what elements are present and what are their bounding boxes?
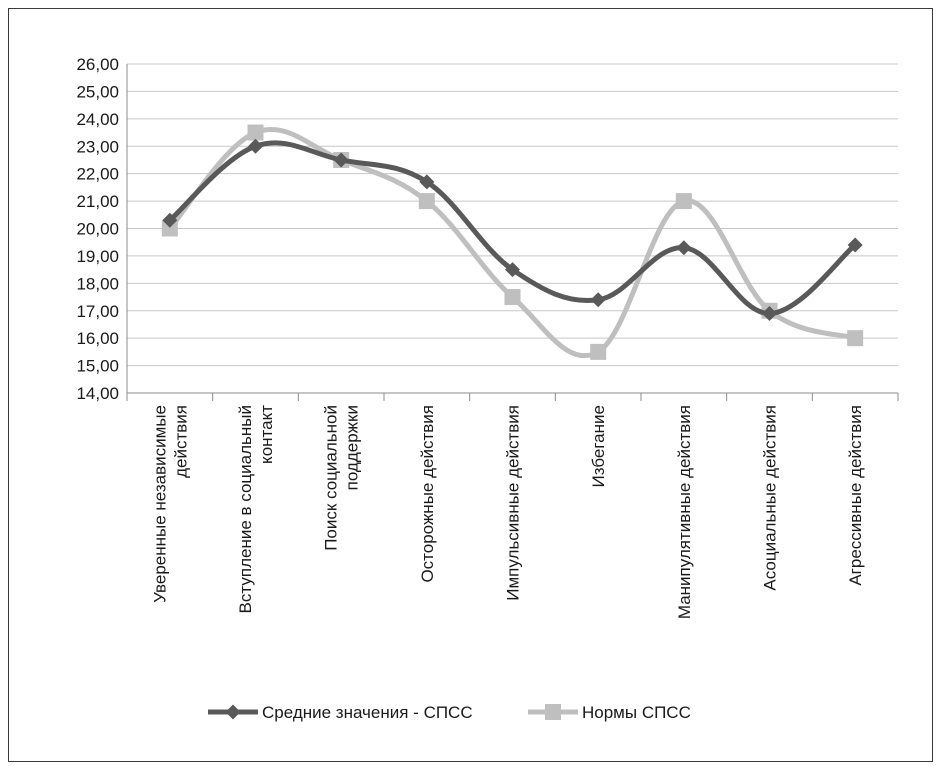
x-tick-label: Агрессивные действия xyxy=(846,405,865,586)
y-tick-label: 21,00 xyxy=(76,192,119,211)
y-tick-label: 25,00 xyxy=(76,82,119,101)
diamond-marker xyxy=(847,237,863,253)
y-tick-label: 23,00 xyxy=(76,137,119,156)
y-tick-label: 22,00 xyxy=(76,165,119,184)
x-tick-label: контакт xyxy=(257,405,276,464)
diamond-marker xyxy=(762,305,777,321)
diamond-marker xyxy=(248,138,263,154)
axes xyxy=(126,64,899,401)
legend-marker xyxy=(225,704,241,720)
series-group xyxy=(161,124,864,360)
y-tick-label: 26,00 xyxy=(76,55,119,74)
diamond-marker xyxy=(676,240,692,256)
x-tick-label: Поиск социальной xyxy=(322,405,341,551)
series-line xyxy=(167,126,858,359)
diamond-marker xyxy=(333,152,349,168)
x-tick-label: Уверенные независимые xyxy=(150,405,169,603)
diamond-marker xyxy=(419,174,435,190)
square-marker xyxy=(504,289,521,306)
legend-item-2: Нормы СПСС xyxy=(528,703,691,722)
legend-label: Нормы СПСС xyxy=(582,703,691,722)
series-2 xyxy=(161,124,864,360)
series-1 xyxy=(162,138,863,321)
y-tick-label: 17,00 xyxy=(76,302,119,321)
y-axis-ticks: 14,00 15,00 16,00 17,00 18,00 19,00 20,00 21,00… xyxy=(76,55,119,403)
x-tick-label: Асоциальные действия xyxy=(761,405,780,591)
x-tick-label: поддержки xyxy=(343,405,362,490)
square-marker xyxy=(247,124,264,141)
x-tick-label: действия xyxy=(171,405,190,478)
square-marker xyxy=(847,330,864,347)
y-tick-label: 15,00 xyxy=(76,357,119,376)
y-tick-label: 18,00 xyxy=(76,274,119,293)
square-marker xyxy=(161,220,178,237)
square-marker xyxy=(590,343,607,360)
x-tick-label: Осторожные действия xyxy=(418,405,437,583)
square-marker xyxy=(418,193,435,210)
diamond-marker xyxy=(162,212,178,228)
x-axis-ticks: Уверенные независимые действия Вступление … xyxy=(150,405,865,619)
square-marker xyxy=(675,193,692,210)
y-tick-label: 14,00 xyxy=(76,384,119,403)
legend: Средние значения - СПСС Нормы СПСС xyxy=(208,703,691,722)
y-tick-label: 19,00 xyxy=(76,247,119,266)
diamond-marker xyxy=(505,262,520,278)
x-tick-label: Вступление в социальный xyxy=(236,405,255,613)
chart-frame xyxy=(8,8,933,762)
x-tick-label: Манипулятивные действия xyxy=(675,405,694,619)
legend-item-1: Средние значения - СПСС xyxy=(208,703,473,722)
diamond-marker xyxy=(590,292,606,308)
y-tick-label: 16,00 xyxy=(76,329,119,348)
y-tick-label: 24,00 xyxy=(76,110,119,129)
legend-marker xyxy=(545,704,561,720)
y-tick-label: 20,00 xyxy=(76,220,119,239)
x-tick-label: Импульсивные действия xyxy=(504,405,523,601)
x-tick-label: Избегание xyxy=(589,405,608,487)
legend-label: Средние значения - СПСС xyxy=(262,703,473,722)
